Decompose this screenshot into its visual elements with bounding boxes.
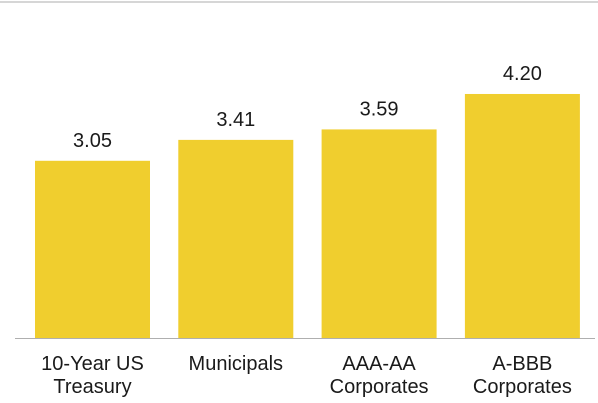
data-label-3: 3.59 bbox=[360, 98, 399, 120]
value-labels-group: 3.05 3.41 3.59 4.20 bbox=[73, 63, 542, 152]
bar-3 bbox=[321, 129, 437, 338]
bars-group bbox=[35, 93, 580, 338]
category-label-2: Municipals bbox=[189, 353, 283, 375]
data-label-1: 3.05 bbox=[73, 130, 112, 152]
bar-4 bbox=[464, 93, 580, 338]
category-label-1: 10-Year US Treasury bbox=[41, 353, 144, 398]
data-label-2: 3.41 bbox=[216, 109, 255, 131]
category-label-3: AAA-AA Corporates bbox=[330, 353, 429, 398]
data-label-4: 4.20 bbox=[503, 63, 542, 85]
bar-1 bbox=[35, 160, 150, 338]
bar-2 bbox=[178, 139, 294, 338]
category-label-4: A-BBB Corporates bbox=[473, 353, 572, 398]
category-labels-group: 10-Year US Treasury Municipals AAA-AA Corpor… bbox=[41, 353, 572, 398]
